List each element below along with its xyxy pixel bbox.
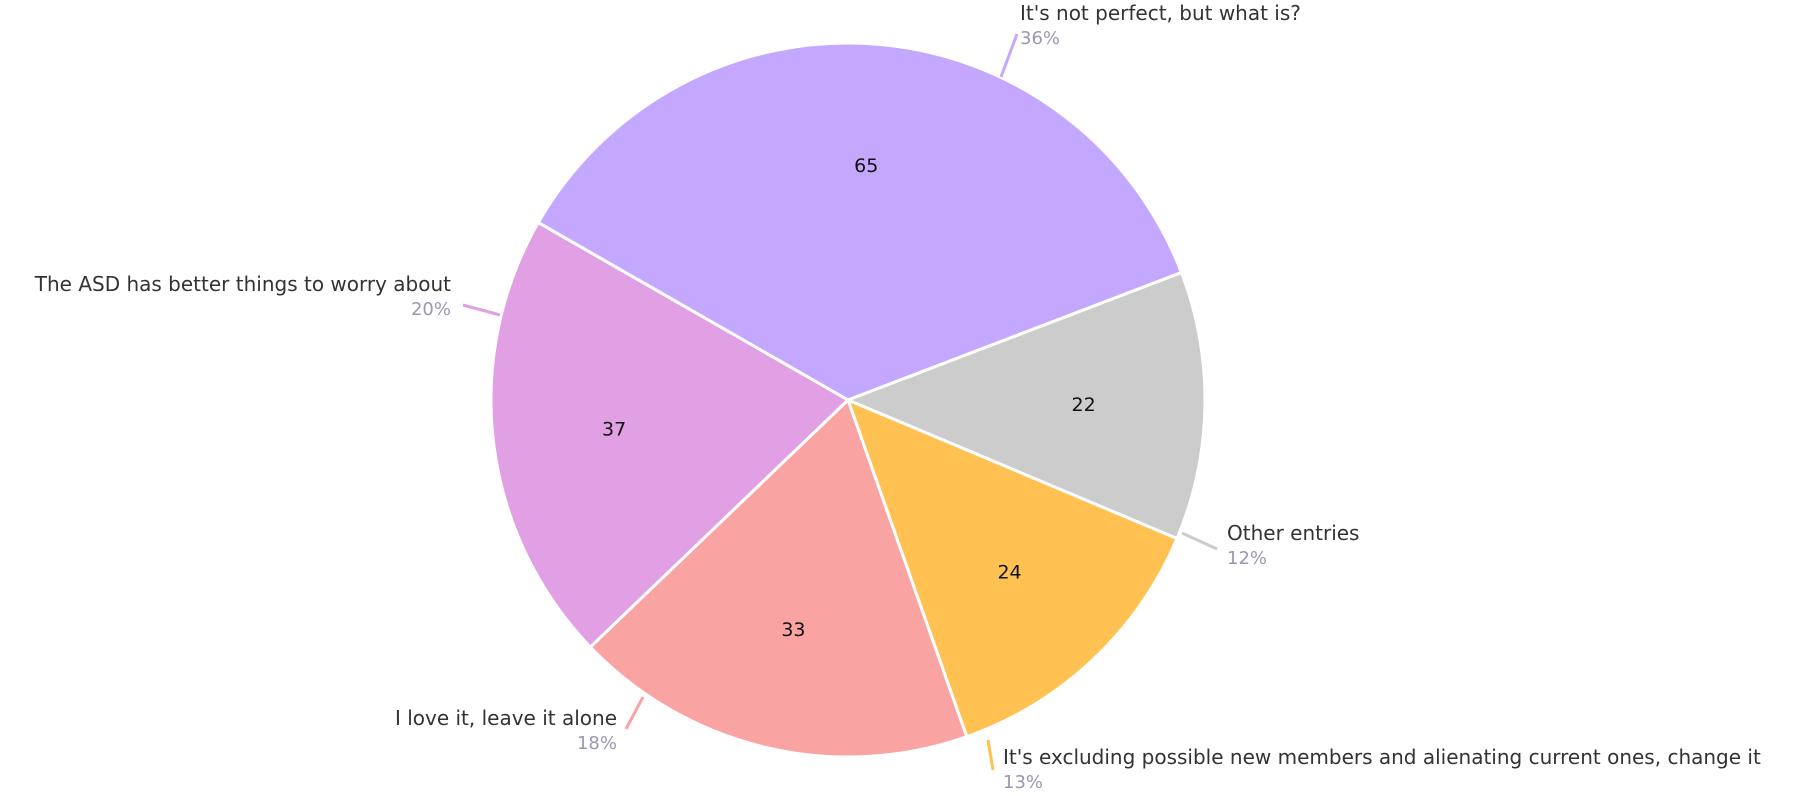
slice-value-the-asd-has-better-things-to-worry-about: 37 (602, 419, 626, 441)
slice-value-it-s-not-perfect-but-what-is: 65 (854, 155, 878, 177)
slice-value-other-entries: 22 (1071, 394, 1095, 416)
leader-line-it-s-excluding-possible-new-members-and- (986, 739, 995, 771)
slice-label-other-entries: Other entries (1227, 521, 1359, 545)
slice-percent-it-s-excluding-possible-new-members-and-: 13% (1003, 772, 1043, 793)
slice-label-i-love-it-leave-it-alone: I love it, leave it alone (395, 706, 617, 730)
leader-line-other-entries (1181, 531, 1218, 551)
slice-label-the-asd-has-better-things-to-worry-about: The ASD has better things to worry about (34, 272, 451, 296)
pie-slice-it-s-not-perfect-but-what-is[interactable] (536, 41, 1183, 402)
leader-line-the-asd-has-better-things-to-worry-about (462, 303, 501, 317)
slice-percent-the-asd-has-better-things-to-worry-about: 20% (411, 299, 451, 320)
pie-slice-it-s-excluding-possible-new-members-and-[interactable] (846, 398, 1179, 739)
leader-lines (462, 33, 1218, 771)
pie-slice-i-love-it-leave-it-alone[interactable] (588, 398, 969, 759)
slice-value-labels: 65 22 24 33 37 (602, 155, 1096, 641)
slice-percent-i-love-it-leave-it-alone: 18% (577, 733, 617, 754)
pie-slice-other-entries[interactable] (846, 271, 1207, 541)
pie-slices (489, 41, 1207, 759)
slice-category-labels: It's not perfect, but what is? 36% Other e… (34, 1, 1761, 793)
pie-slice-the-asd-has-better-things-to-worry-about[interactable] (489, 221, 850, 649)
slice-value-it-s-excluding-possible-new-members-and-: 24 (997, 561, 1021, 583)
slice-percent-it-s-not-perfect-but-what-is: 36% (1020, 28, 1060, 49)
slice-value-i-love-it-leave-it-alone: 33 (781, 619, 805, 641)
slice-label-it-s-excluding-possible-new-members-and-: It's excluding possible new members and … (1003, 745, 1761, 769)
leader-line-i-love-it-leave-it-alone (624, 696, 645, 730)
slice-percent-other-entries: 12% (1227, 548, 1267, 569)
slice-label-it-s-not-perfect-but-what-is: It's not perfect, but what is? (1020, 1, 1301, 25)
leader-line-it-s-not-perfect-but-what-is (999, 33, 1019, 78)
